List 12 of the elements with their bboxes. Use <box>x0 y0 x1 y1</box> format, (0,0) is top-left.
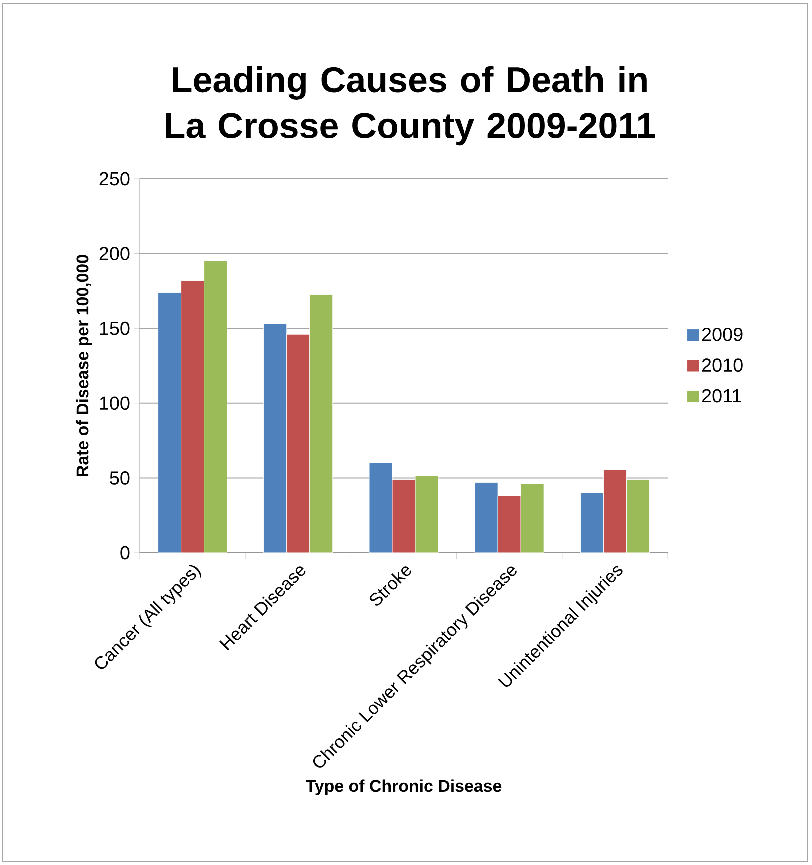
y-tick-label: 100 <box>100 396 130 410</box>
legend-label: 2010 <box>702 358 743 372</box>
x-axis-title: Type of Chronic Disease <box>306 780 502 796</box>
y-tick-label: 50 <box>110 471 130 485</box>
y-tick-label: 200 <box>100 247 130 260</box>
y-axis-title: Rate of Disease per 100,000 <box>76 255 92 476</box>
legend-label: 2009 <box>702 328 743 342</box>
legend-label: 2011 <box>702 389 742 403</box>
chart-title: Leading Causes of Death in La Crosse County 2009-2011 <box>166 66 656 146</box>
y-tick-label: 250 <box>100 172 130 186</box>
y-tick-label: 150 <box>100 322 130 336</box>
y-tick-label: 0 <box>120 546 130 560</box>
